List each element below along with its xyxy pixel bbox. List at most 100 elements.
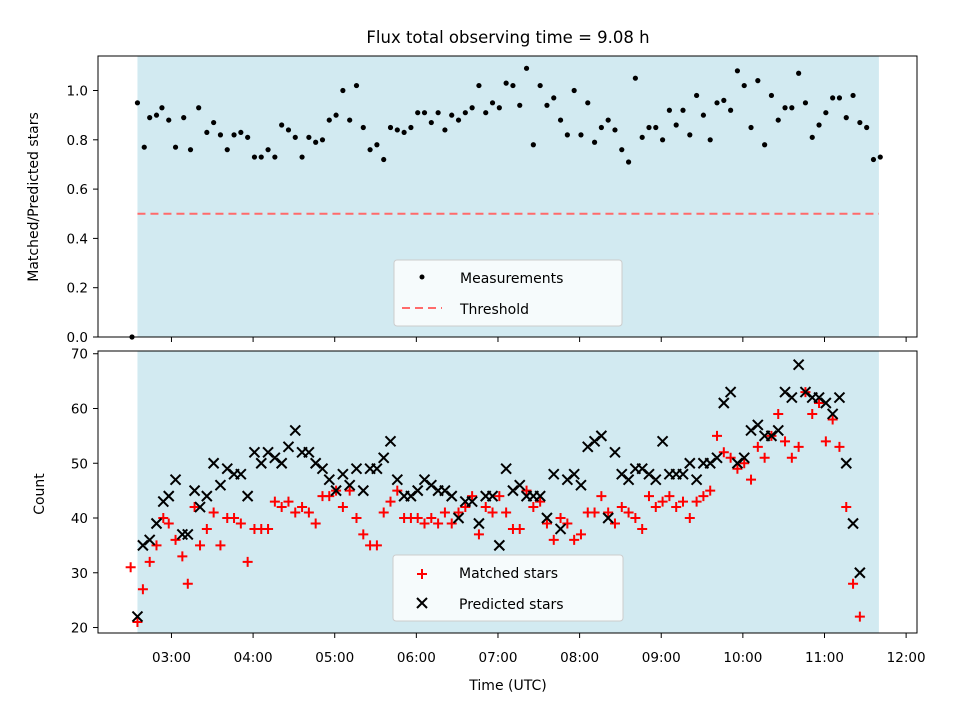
x-tick-label: 04:00 — [234, 650, 273, 666]
matched-stars-point — [528, 502, 539, 513]
matched-stars-point — [854, 611, 865, 622]
matched-stars-point — [623, 507, 634, 518]
predicted-stars-point — [391, 473, 404, 486]
measurement-point — [659, 137, 666, 143]
measurement-point — [435, 110, 441, 116]
measurement-point — [442, 127, 448, 133]
predicted-stars-point — [357, 484, 369, 497]
measurements-points — [129, 65, 883, 340]
measurement-point — [319, 137, 326, 143]
legend-matched-marker — [417, 569, 427, 579]
predicted-stars-point — [833, 391, 846, 404]
matched-stars-point — [725, 452, 736, 463]
measurement-point — [646, 124, 652, 131]
predicted-stars-point — [201, 490, 213, 502]
predicted-stars-point — [255, 457, 267, 469]
measurement-point — [172, 144, 179, 150]
measurement-point — [741, 82, 747, 89]
measurement-point — [687, 132, 693, 138]
y-tick-label: 0.6 — [67, 182, 88, 198]
matched-stars-point — [575, 529, 586, 540]
x-tick-label: 12:00 — [887, 650, 926, 666]
top-legend-box — [393, 259, 623, 327]
measurement-point — [857, 119, 863, 126]
matched-stars-point — [170, 534, 181, 545]
measurement-point — [462, 110, 468, 116]
measurement-point — [816, 122, 822, 128]
y-tick-label: 20 — [71, 621, 88, 637]
matched-stars-point — [303, 507, 314, 518]
predicted-stars-point — [622, 473, 635, 486]
measurement-point — [272, 154, 278, 160]
measurement-point — [544, 102, 550, 108]
predicted-stars-point — [534, 490, 546, 502]
predicted-stars-point — [718, 397, 730, 409]
measurement-point — [408, 124, 414, 131]
measurement-point — [523, 65, 530, 71]
measurement-point — [870, 156, 877, 163]
measurement-point — [367, 147, 373, 153]
x-tick-label: 03:00 — [152, 650, 191, 666]
measurement-point — [673, 122, 679, 128]
matched-stars-point — [514, 523, 525, 534]
predicted-stars-point — [343, 479, 356, 491]
predicted-stars-point — [214, 479, 227, 491]
x-axis-label: Time (UTC) — [468, 678, 546, 694]
predicted-stars-point — [677, 468, 689, 480]
matched-stars-point — [269, 496, 280, 507]
measurement-point — [347, 117, 353, 123]
measurement-point — [734, 68, 741, 74]
predicted-stars-point — [182, 528, 194, 541]
matched-stars-point — [746, 474, 757, 485]
y-tick-label: 40 — [71, 511, 88, 527]
measurement-point — [449, 112, 455, 118]
measurement-point — [245, 134, 251, 140]
measurement-point — [707, 137, 713, 143]
chart-title: Flux total observing time = 9.08 h — [366, 28, 649, 47]
measurement-point — [530, 142, 536, 148]
matched-stars-point — [283, 496, 294, 507]
measurement-point — [299, 154, 305, 160]
measurement-point — [823, 110, 829, 116]
measurement-point — [258, 154, 264, 160]
predicted-stars-point — [169, 473, 182, 486]
matched-stars-point — [848, 578, 859, 589]
measurement-point — [598, 124, 604, 131]
x-tick-label: 10:00 — [723, 650, 762, 666]
measurement-point — [187, 147, 194, 153]
measurement-point — [251, 154, 258, 160]
matched-stars-point — [480, 502, 491, 513]
matched-stars-point — [177, 551, 188, 562]
predicted-stars-point — [466, 495, 478, 508]
matched-stars-point — [392, 485, 403, 496]
measurement-point — [496, 105, 502, 111]
predicted-stars-point — [275, 457, 288, 469]
measurement-point — [782, 105, 788, 111]
legend-measurements-marker — [419, 274, 425, 280]
measurement-point — [469, 105, 475, 111]
matched-stars-point — [137, 584, 148, 595]
matched-stars-point — [358, 529, 369, 540]
measurement-point — [231, 132, 237, 138]
bottom-y-axis: 20 30 40 50 60 70 — [71, 347, 98, 637]
predicted-stars-point — [493, 539, 506, 552]
matched-stars-point — [263, 523, 274, 534]
matched-stars-point — [344, 485, 355, 496]
matched-stars-point — [182, 578, 193, 589]
predicted-stars-point — [575, 479, 587, 491]
measurement-point — [483, 110, 489, 116]
measurement-point — [714, 100, 720, 106]
measurement-point — [591, 139, 598, 145]
predicted-stars-point — [452, 512, 465, 524]
measurement-point — [694, 92, 700, 99]
matched-stars-point — [739, 458, 750, 469]
measurement-point — [401, 129, 407, 136]
measurement-point — [728, 107, 734, 113]
matched-stars-point — [426, 513, 437, 524]
legend-predicted-label: Predicted stars — [459, 597, 564, 613]
measurement-point — [748, 124, 754, 131]
measurement-point — [510, 82, 516, 89]
measurement-point — [639, 134, 645, 140]
predicted-stars-point — [163, 490, 175, 502]
measurement-point — [680, 107, 686, 113]
